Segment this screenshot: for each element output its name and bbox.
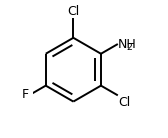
- Text: Cl: Cl: [118, 96, 130, 109]
- Text: NH: NH: [118, 38, 137, 51]
- Text: Cl: Cl: [67, 5, 79, 18]
- Text: F: F: [22, 88, 29, 101]
- Text: 2: 2: [126, 43, 132, 52]
